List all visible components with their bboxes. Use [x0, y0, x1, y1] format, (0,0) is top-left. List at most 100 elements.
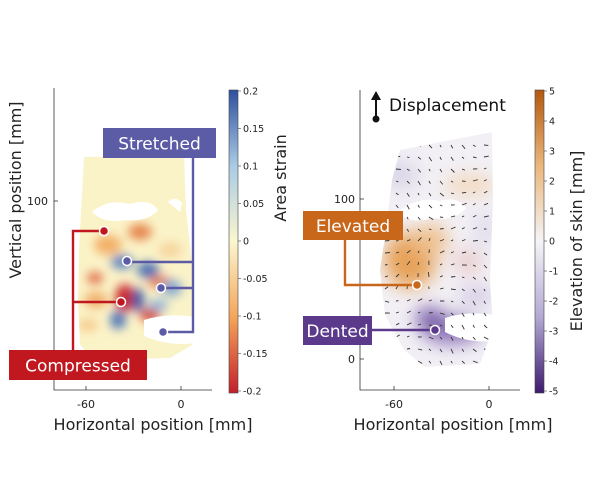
colorbar-elevation-tick-label: 3 — [549, 146, 555, 157]
compressed-callout: Compressed — [9, 225, 147, 380]
right-elevation-map: Displacement Elevated Dented 100 0 -60 0… — [303, 86, 586, 434]
displacement-arrow — [450, 360, 453, 364]
displacement-arrow — [417, 180, 421, 186]
displacement-arrow — [472, 191, 476, 194]
displacement-arrow — [428, 360, 432, 364]
displacement-arrow — [439, 336, 443, 340]
compressed-label-box — [9, 350, 147, 380]
displacement-arrow — [461, 227, 465, 230]
displacement-arrow — [483, 190, 488, 194]
x-tick-label-0: 0 — [178, 398, 185, 411]
y-tick-label-100-right: 100 — [334, 193, 355, 206]
displacement-legend: Displacement — [371, 91, 506, 123]
displacement-arrow — [428, 204, 433, 209]
displacement-arrow — [483, 252, 488, 256]
colorbar-elevation-tick-label: -2 — [549, 296, 558, 307]
displacement-arrow — [439, 144, 442, 148]
colorbar-elevation-ticks: 5 4 3 2 1 0 -1 -2 -3 -4 -5 — [544, 86, 558, 397]
displacement-arrow — [472, 203, 476, 206]
displacement-arrow — [461, 300, 465, 305]
displacement-arrow — [450, 263, 455, 266]
dented-label-box — [303, 316, 372, 345]
displacement-arrow — [439, 287, 444, 290]
displacement-arrow — [450, 156, 454, 161]
displacement-arrow — [483, 288, 486, 292]
displacement-arrow — [406, 310, 412, 314]
axes-frame-right — [359, 90, 520, 391]
displacement-arrow — [495, 348, 499, 349]
displacement-arrow — [461, 239, 466, 242]
displacement-arrow — [495, 192, 500, 194]
displacement-arrow — [483, 167, 487, 170]
displacement-arrow — [450, 348, 454, 354]
displacement-arrow — [483, 240, 488, 243]
displacement-arrow — [439, 263, 443, 266]
dented-label: Dented — [306, 322, 368, 342]
x-tick-label-0-right: 0 — [486, 398, 493, 411]
colorbar-elevation-tick-label: -5 — [549, 386, 558, 397]
displacement-arrow — [384, 275, 389, 278]
displacement-arrow — [428, 348, 432, 351]
colorbar-strain-tick-label: 0.1 — [243, 161, 258, 172]
displacement-arrow — [395, 262, 400, 266]
displacement-arrow — [384, 300, 390, 303]
colorbar-strain-label: Area strain — [271, 134, 290, 221]
displacement-arrow — [439, 180, 444, 185]
displacement-arrow — [406, 348, 411, 350]
displacement-arrow — [384, 358, 390, 362]
colorbar-strain-tick-label: 0 — [243, 236, 249, 247]
displacement-arrow — [417, 156, 422, 160]
displacement-arrow — [384, 155, 388, 158]
displacement-arrow — [428, 312, 433, 314]
displacement-arrow — [417, 144, 422, 147]
colorbar-elevation-tick-label: 5 — [549, 86, 555, 97]
displacement-arrow — [428, 180, 431, 184]
displacement-arrow — [483, 348, 487, 350]
displacement-arrow — [395, 143, 400, 146]
displacement-arrow — [384, 192, 390, 195]
elevated-label: Elevated — [316, 217, 390, 237]
displacement-arrow — [439, 275, 443, 278]
displacement-label: Displacement — [389, 96, 506, 116]
displacement-arrow — [461, 251, 467, 254]
displacement-arrow — [395, 204, 399, 209]
colorbar-elevation-tick-label: -3 — [549, 326, 558, 337]
x-tick-label-neg60: -60 — [77, 398, 95, 411]
displacement-arrow — [495, 301, 498, 304]
displacement-arrow — [439, 168, 443, 173]
displacement-arrow — [439, 204, 443, 207]
displacement-arrow — [495, 144, 497, 145]
displacement-arrow — [406, 322, 412, 326]
displacement-arrow — [495, 265, 496, 267]
displacement-arrow — [384, 143, 388, 146]
left-strain-map: Stretched Compressed 100 -60 0 Horizonta… — [6, 86, 290, 434]
displacement-arrow — [461, 191, 467, 194]
displacement-arrow — [417, 298, 423, 302]
displacement-arrow — [417, 192, 420, 196]
displacement-arrow — [461, 324, 465, 330]
colorbar-strain-tick-label: -0.2 — [243, 386, 262, 397]
displacement-arrow — [427, 272, 430, 278]
displacement-arrow — [450, 144, 454, 149]
displacement-arrow — [483, 179, 487, 182]
displacement-arrow — [406, 250, 411, 254]
displacement-arrow — [395, 322, 400, 326]
displacement-arrow — [495, 167, 498, 169]
displacement-arrow — [417, 168, 422, 173]
displacement-arrow — [450, 180, 454, 183]
displacement-arrow — [417, 204, 420, 208]
displacement-arrow — [472, 324, 475, 328]
stretched-callout: Stretched — [103, 128, 216, 338]
stretched-label: Stretched — [118, 135, 201, 155]
y-axis-label-left: Vertical position [mm] — [6, 101, 25, 278]
displacement-arrow — [472, 336, 476, 341]
displacement-arrow — [483, 324, 488, 329]
displacement-arrow — [461, 144, 466, 150]
displacement-arrow — [472, 264, 476, 267]
displacement-arrow — [483, 276, 487, 282]
displacement-arrow — [406, 192, 410, 197]
displacement-arrow — [472, 312, 475, 316]
displacement-arrow — [428, 237, 431, 242]
displacement-arrow — [395, 311, 400, 314]
displacement-arrow — [406, 335, 410, 338]
